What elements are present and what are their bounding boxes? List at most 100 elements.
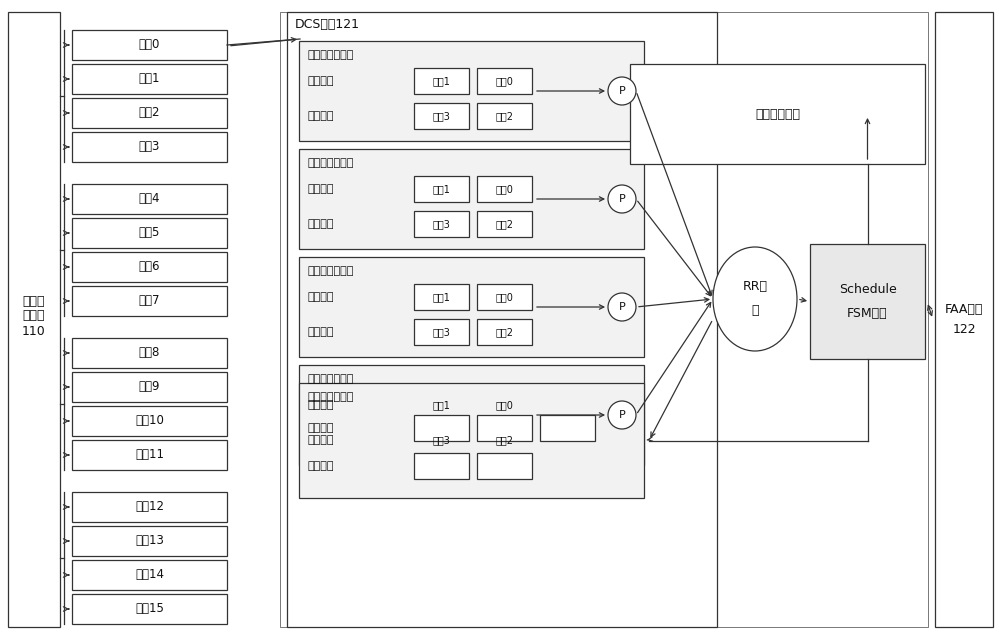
Text: 通道6: 通道6 [139, 261, 160, 273]
Bar [72, 64, 227, 94]
Bar [72, 492, 227, 522]
Text: RR单: RR单 [742, 281, 768, 293]
Bar [630, 64, 925, 164]
Circle shape [608, 185, 636, 213]
Text: 低优先级: 低优先级 [307, 111, 334, 121]
Bar [810, 244, 925, 359]
Bar [414, 284, 469, 310]
Bar [72, 560, 227, 590]
Text: 通道14: 通道14 [135, 569, 164, 581]
Ellipse shape [713, 247, 797, 351]
Text: 高优先级: 高优先级 [307, 423, 334, 433]
Text: 110: 110 [22, 325, 46, 338]
Bar [72, 218, 227, 248]
Text: 命令3: 命令3 [433, 327, 450, 337]
Text: P: P [619, 302, 625, 312]
Text: 通道10: 通道10 [135, 415, 164, 427]
Bar [72, 372, 227, 402]
Bar [477, 284, 532, 310]
Bar [299, 41, 644, 141]
Bar [477, 392, 532, 418]
Bar [72, 338, 227, 368]
Bar [72, 406, 227, 436]
Text: P: P [619, 410, 625, 420]
Bar [72, 526, 227, 556]
Text: 命令1: 命令1 [433, 292, 450, 302]
Bar [477, 319, 532, 345]
Text: 高优先级: 高优先级 [307, 292, 334, 302]
Bar [8, 12, 60, 627]
Bar [414, 415, 469, 441]
Text: 命令2: 命令2 [496, 219, 514, 229]
Text: 通道7: 通道7 [139, 295, 160, 307]
Circle shape [608, 77, 636, 105]
Text: 命令分发队列组: 命令分发队列组 [307, 158, 353, 168]
Text: 命令0: 命令0 [496, 184, 513, 194]
Text: 命令分发队列组: 命令分发队列组 [307, 374, 353, 384]
Bar [477, 427, 532, 453]
Text: 命令1: 命令1 [433, 400, 450, 410]
Bar [414, 319, 469, 345]
Text: 122: 122 [952, 323, 976, 336]
Bar [72, 440, 227, 470]
Bar [414, 68, 469, 94]
Circle shape [608, 401, 636, 429]
Bar [72, 132, 227, 162]
Text: 通道15: 通道15 [135, 603, 164, 615]
Bar [414, 427, 469, 453]
Text: 通道4: 通道4 [139, 192, 160, 206]
Text: 高优先级: 高优先级 [307, 184, 334, 194]
Text: 高优先级: 高优先级 [307, 76, 334, 86]
Bar [935, 12, 993, 627]
Text: 通道12: 通道12 [135, 500, 164, 514]
Text: 低优先级: 低优先级 [307, 327, 334, 337]
Text: 通道8: 通道8 [139, 346, 160, 360]
Text: 通道2: 通道2 [139, 107, 160, 119]
Text: 理模块: 理模块 [23, 309, 45, 322]
Text: 通道管: 通道管 [23, 295, 45, 308]
Text: 命令0: 命令0 [496, 76, 513, 86]
Text: 结果返回队列组: 结果返回队列组 [307, 392, 353, 402]
Text: FSM单元: FSM单元 [847, 307, 888, 320]
Text: 低优先级: 低优先级 [307, 219, 334, 229]
Text: 高优先级: 高优先级 [307, 400, 334, 410]
Bar [299, 383, 644, 498]
Text: 通道5: 通道5 [139, 226, 160, 240]
Text: 命令分发队列组: 命令分发队列组 [307, 50, 353, 60]
Text: 低优先级: 低优先级 [307, 461, 334, 471]
Bar [299, 257, 644, 357]
Bar [477, 211, 532, 237]
Bar [477, 176, 532, 202]
Bar [414, 211, 469, 237]
Text: 命令3: 命令3 [433, 219, 450, 229]
Text: 通道0: 通道0 [139, 38, 160, 52]
Bar [287, 12, 717, 627]
Text: 元: 元 [751, 305, 759, 318]
Text: P: P [619, 86, 625, 96]
Text: 命令1: 命令1 [433, 184, 450, 194]
Text: 通道11: 通道11 [135, 449, 164, 461]
Bar [477, 103, 532, 129]
Text: Schedule: Schedule [839, 283, 896, 296]
Text: 命令3: 命令3 [433, 111, 450, 121]
Bar [280, 12, 928, 627]
Text: 命令3: 命令3 [433, 435, 450, 445]
Circle shape [608, 293, 636, 321]
Text: DCS模块121: DCS模块121 [295, 19, 360, 31]
Bar [72, 252, 227, 282]
Text: 命令1: 命令1 [433, 76, 450, 86]
Text: 命令分发队列组: 命令分发队列组 [307, 266, 353, 276]
Bar [414, 392, 469, 418]
Text: 通道13: 通道13 [135, 534, 164, 548]
Bar [414, 103, 469, 129]
Text: 通道3: 通道3 [139, 141, 160, 153]
Bar [299, 149, 644, 249]
Text: 命令2: 命令2 [496, 327, 514, 337]
Text: FAA模块: FAA模块 [945, 303, 983, 316]
Text: P: P [619, 194, 625, 204]
Bar [72, 594, 227, 624]
Bar [477, 453, 532, 479]
Bar [72, 286, 227, 316]
Text: 通道1: 通道1 [139, 72, 160, 86]
Text: 命令0: 命令0 [496, 400, 513, 410]
